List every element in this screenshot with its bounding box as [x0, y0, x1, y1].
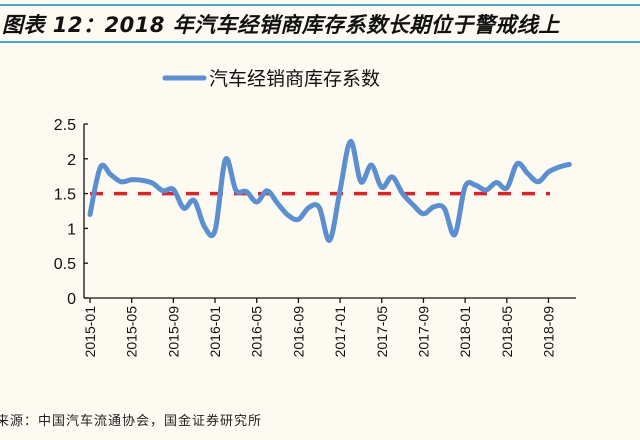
x-tick-label: 2016-05 — [249, 306, 265, 358]
x-tick-label: 2018-09 — [540, 306, 556, 358]
series-line — [87, 138, 572, 243]
x-tick-label: 2017-01 — [332, 306, 348, 358]
source-note: 来源：中国汽车流通协会，国金证券研究所 — [0, 414, 263, 429]
x-tick-label: 2018-05 — [499, 306, 515, 358]
y-tick-label: 1 — [67, 221, 76, 238]
x-tick-label: 2016-01 — [207, 306, 223, 358]
y-tick-label: 0.5 — [54, 256, 76, 273]
y-tick-label: 0 — [67, 291, 76, 308]
figure-title: 图表 12：2018 年汽车经销商库存系数长期位于警戒线上 — [2, 13, 560, 37]
legend-label: 汽车经销商库存系数 — [209, 68, 380, 90]
x-tick-label: 2015-05 — [124, 306, 140, 358]
title-rule — [0, 41, 640, 43]
x-tick-label: 2018-01 — [457, 306, 473, 358]
x-tick-label: 2016-09 — [290, 306, 306, 358]
y-tick-label: 2.5 — [54, 117, 76, 134]
top-rule — [0, 4, 640, 6]
x-tick-label: 2015-01 — [82, 306, 98, 358]
x-tick-label: 2017-05 — [374, 306, 390, 358]
x-tick-label: 2015-09 — [165, 306, 181, 358]
x-tick-label: 2017-09 — [415, 306, 431, 358]
y-tick-label: 1.5 — [54, 187, 76, 204]
y-tick-label: 2 — [67, 152, 76, 169]
